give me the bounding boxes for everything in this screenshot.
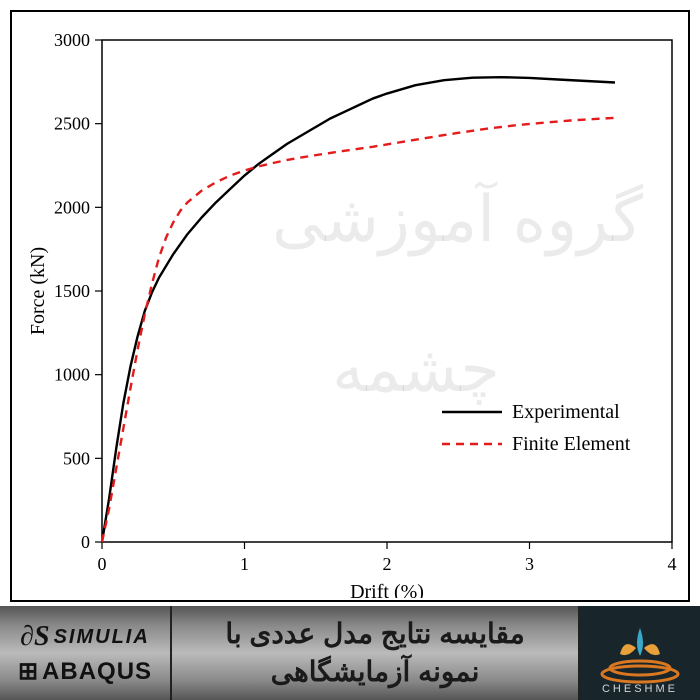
cheshme-text: CHESHME xyxy=(602,683,678,695)
abaqus-icon: ⊞ xyxy=(18,656,38,687)
cheshme-icon: CHESHME xyxy=(585,610,695,696)
chart-canvas: 0 1 2 3 4 0 500 1000 1500 2000 2500 3000 Drift (%) Fo… xyxy=(12,12,688,600)
svg-text:4: 4 xyxy=(668,554,677,574)
svg-text:Force (kN): Force (kN) xyxy=(27,247,49,335)
svg-text:0: 0 xyxy=(98,554,107,574)
simulia-logo: ∂S SIMULIA ⊞ ABAQUS xyxy=(0,606,170,700)
svg-text:3000: 3000 xyxy=(54,30,90,50)
svg-text:Experimental: Experimental xyxy=(512,401,620,423)
chart-container: 0 1 2 3 4 0 500 1000 1500 2000 2500 3000 Drift (%) Fo… xyxy=(10,10,690,602)
abaqus-text: ABAQUS xyxy=(42,656,152,687)
footer: ∂S SIMULIA ⊞ ABAQUS مقایسه نتایج مدل عدد… xyxy=(0,606,700,700)
footer-title: مقایسه نتایج مدل عددی با نمونه آزمایشگاه… xyxy=(170,606,578,700)
footer-line2: نمونه آزمایشگاهی xyxy=(271,653,480,691)
ds-icon: ∂S xyxy=(20,619,49,655)
cheshme-logo: CHESHME xyxy=(578,606,700,700)
footer-line1: مقایسه نتایج مدل عددی با xyxy=(225,615,524,653)
chart-svg: 0 1 2 3 4 0 500 1000 1500 2000 2500 3000 Drift (%) Fo… xyxy=(12,12,690,598)
svg-text:1500: 1500 xyxy=(54,281,90,301)
svg-text:Finite Element: Finite Element xyxy=(512,433,631,455)
svg-text:1: 1 xyxy=(240,554,249,574)
svg-text:3: 3 xyxy=(525,554,534,574)
svg-text:0: 0 xyxy=(81,532,90,552)
svg-text:Drift (%): Drift (%) xyxy=(350,581,424,598)
svg-text:2000: 2000 xyxy=(54,197,90,217)
svg-text:1000: 1000 xyxy=(54,365,90,385)
svg-text:500: 500 xyxy=(63,448,90,468)
simulia-text: SIMULIA xyxy=(54,624,150,650)
svg-text:2500: 2500 xyxy=(54,114,90,134)
svg-text:2: 2 xyxy=(383,554,392,574)
